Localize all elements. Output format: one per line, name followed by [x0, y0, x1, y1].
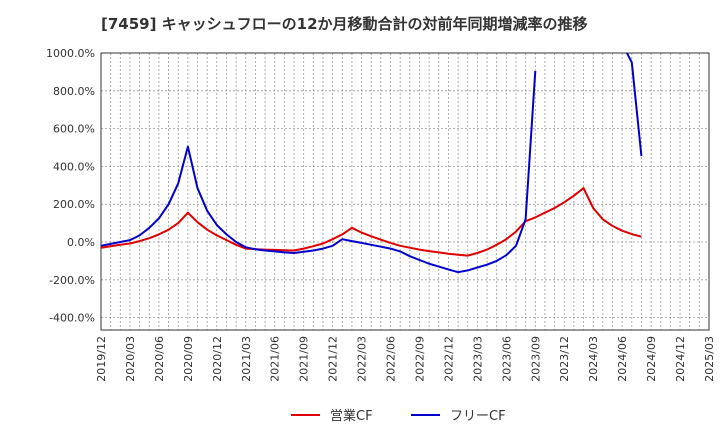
- y-tick-label: -400.0%: [49, 312, 95, 325]
- legend-label-free-cf: フリーCF: [450, 409, 506, 424]
- x-tick-label: 2021/03: [240, 336, 253, 382]
- series-line-operating-cf: [101, 187, 642, 257]
- series-lines: [101, 53, 643, 274]
- y-tick-label: 200.0%: [53, 198, 95, 211]
- series-line-free-cf: [101, 70, 537, 274]
- x-tick-label: 2023/12: [558, 336, 571, 382]
- x-tick-label: 2022/09: [413, 336, 426, 382]
- x-tick-label: 2023/06: [500, 336, 513, 382]
- x-tick-label: 2021/12: [327, 336, 340, 382]
- x-tick-label: 2019/12: [95, 336, 108, 382]
- x-tick-label: 2020/12: [211, 336, 224, 382]
- y-tick-label: 1000.0%: [46, 47, 95, 60]
- x-tick-label: 2021/06: [269, 336, 282, 382]
- x-axis-ticks: 2019/12 2020/03 2020/06 2020/09 2020/12 2021/…: [95, 336, 716, 382]
- x-tick-label: 2023/09: [529, 336, 542, 382]
- x-tick-label: 2020/06: [153, 336, 166, 382]
- legend-label-operating-cf: 営業CF: [330, 408, 373, 424]
- x-tick-label: 2024/06: [616, 336, 629, 382]
- x-tick-label: 2020/03: [124, 336, 137, 382]
- y-tick-label: 600.0%: [53, 123, 95, 136]
- x-tick-label: 2025/03: [703, 336, 716, 382]
- y-tick-label: -200.0%: [49, 274, 95, 287]
- y-tick-label: 0.0%: [67, 236, 95, 249]
- x-tick-label: 2024/03: [587, 336, 600, 382]
- chart-title: [7459] キャッシュフローの12か月移動合計の対前年同期増減率の推移: [101, 15, 588, 33]
- y-tick-label: 800.0%: [53, 85, 95, 98]
- grid: [100, 52, 710, 330]
- x-tick-label: 2022/03: [356, 336, 369, 382]
- x-tick-label: 2024/09: [645, 336, 658, 382]
- x-tick-label: 2021/09: [298, 336, 311, 382]
- y-axis-ticks: 1000.0% 800.0% 600.0% 400.0% 200.0% 0.0% -200.…: [46, 47, 95, 325]
- plot-area-frame: [100, 52, 710, 331]
- x-tick-label: 2022/06: [385, 336, 398, 382]
- x-tick-label: 2022/12: [442, 336, 455, 382]
- x-tick-label: 2024/12: [674, 336, 687, 382]
- x-tick-label: 2023/03: [471, 336, 484, 382]
- y-tick-label: 400.0%: [53, 160, 95, 173]
- series-line-free-cf: [625, 53, 643, 157]
- legend: 営業CF フリーCF: [291, 408, 506, 424]
- x-tick-label: 2020/09: [182, 336, 195, 382]
